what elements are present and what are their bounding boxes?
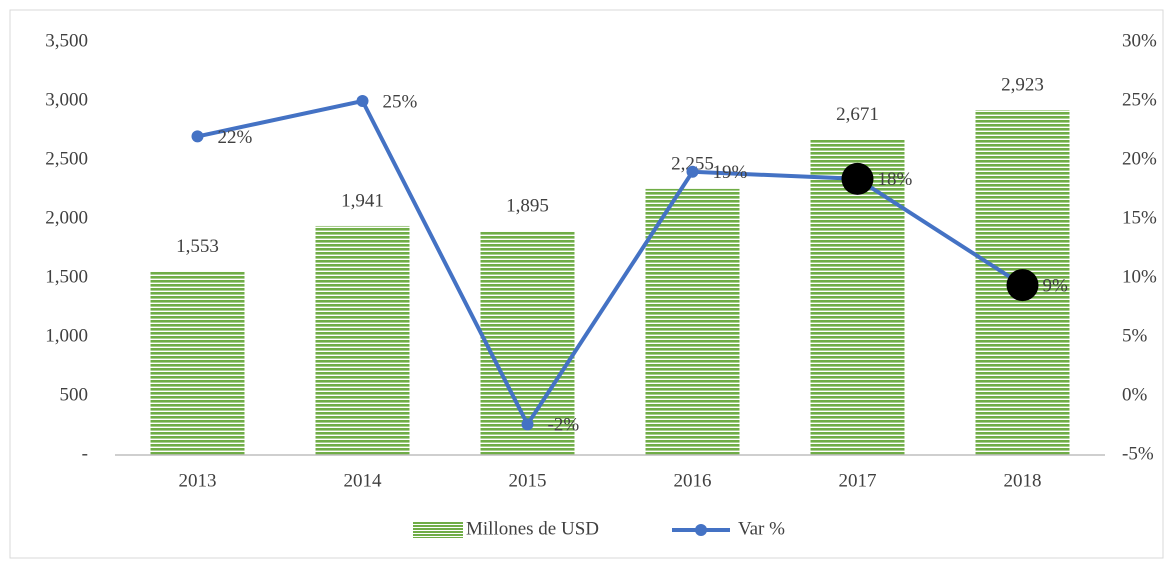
y-tick-label: 500 — [60, 384, 89, 405]
line-point — [841, 162, 874, 195]
line-point — [1006, 269, 1039, 302]
y2-tick-label: 30% — [1122, 30, 1157, 51]
line-value-label: -2% — [548, 415, 580, 436]
x-tick-label: 2015 — [509, 470, 547, 491]
y-tick-label: - — [82, 443, 88, 464]
legend-swatch — [413, 522, 463, 538]
legend-label: Millones de USD — [466, 518, 599, 539]
x-tick-label: 2013 — [179, 470, 217, 491]
line-value-label: 22% — [218, 127, 253, 148]
y2-tick-label: 5% — [1122, 325, 1148, 346]
x-tick-label: 2018 — [1004, 470, 1042, 491]
y2-tick-label: 25% — [1122, 89, 1157, 110]
legend-label: Var % — [738, 518, 785, 539]
bar-value-label: 2,923 — [1001, 74, 1044, 95]
y-tick-label: 1,500 — [45, 266, 88, 287]
line-value-label: 25% — [383, 91, 418, 112]
y-tick-label: 3,500 — [45, 30, 88, 51]
bar-value-label: 1,941 — [341, 190, 384, 211]
legend-swatch — [695, 524, 707, 536]
line-point — [686, 165, 699, 178]
chart-border — [9, 9, 1164, 559]
y2-tick-label: 10% — [1122, 266, 1157, 287]
y2-tick-label: 0% — [1122, 384, 1148, 405]
bar-value-label: 2,671 — [836, 104, 879, 125]
y-tick-label: 2,000 — [45, 207, 88, 228]
x-tick-label: 2014 — [344, 470, 383, 491]
line-point — [191, 130, 204, 143]
bar-value-label: 1,553 — [176, 236, 219, 257]
line-point — [356, 95, 369, 107]
bar — [645, 188, 740, 455]
line-point — [521, 418, 534, 431]
line-value-label: 18% — [878, 169, 913, 190]
bar-value-label: 1,895 — [506, 196, 549, 217]
y2-tick-label: 20% — [1122, 148, 1157, 169]
bar — [480, 231, 575, 455]
line-value-label: 9% — [1043, 275, 1069, 296]
y-tick-label: 1,000 — [45, 325, 88, 346]
y2-tick-label: -5% — [1122, 443, 1154, 464]
line-value-label: 19% — [713, 162, 748, 183]
line — [197, 98, 1024, 429]
bar — [150, 271, 245, 455]
y-tick-label: 2,500 — [45, 148, 88, 169]
bar-value-label: 2,255 — [671, 153, 714, 174]
y2-tick-label: 15% — [1122, 207, 1157, 228]
bar — [315, 225, 410, 455]
x-tick-label: 2016 — [674, 470, 712, 491]
y-tick-label: 3,000 — [45, 89, 88, 110]
x-tick-label: 2017 — [839, 470, 877, 491]
